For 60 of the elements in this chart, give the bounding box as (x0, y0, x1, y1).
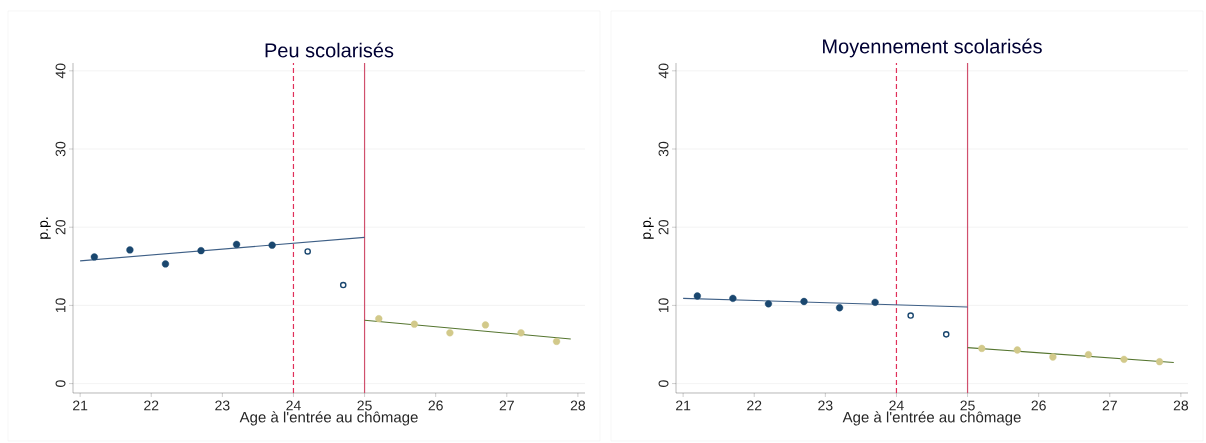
x-axis-title: Age à l'entrée au chômage (842, 411, 1021, 426)
x-tick-label: 23 (215, 400, 230, 411)
x-axis-title: Age à l'entrée au chômage (239, 411, 418, 426)
point (693, 292, 701, 300)
x-tick-label: 21 (73, 400, 88, 411)
point (339, 281, 347, 289)
chart-title: Moyennement scolarisés (823, 38, 1042, 58)
point (1155, 358, 1164, 366)
point (1049, 353, 1057, 361)
point (517, 329, 525, 337)
x-tick-label: 27 (1102, 400, 1117, 411)
point (1084, 351, 1093, 359)
point (197, 247, 205, 255)
point (942, 331, 950, 338)
y-tick-label: 30 (658, 141, 669, 157)
y-tick-label: 0 (55, 380, 66, 387)
x-tick-label: 28 (570, 400, 586, 411)
y-tick-label: 40 (658, 63, 669, 79)
x-tick-label: 24 (889, 400, 904, 411)
point (871, 298, 879, 306)
point (161, 260, 170, 268)
point (410, 320, 418, 328)
point (126, 246, 134, 254)
x-tick-label: 21 (676, 400, 691, 411)
y-axis-title: p.p. (643, 217, 654, 239)
point (481, 321, 490, 329)
y-tick-label: 0 (658, 380, 669, 387)
point (1013, 346, 1021, 354)
x-tick-label: 22 (144, 400, 159, 411)
y-tick-label: 40 (55, 63, 66, 79)
y-tick-label: 10 (658, 298, 669, 313)
x-tick-label: 26 (428, 400, 443, 411)
y-tick-label: 20 (55, 219, 66, 235)
point (1120, 355, 1128, 363)
point (764, 300, 773, 308)
point (978, 344, 986, 353)
x-tick-label: 28 (1173, 400, 1189, 411)
y-tick-label: 30 (55, 141, 66, 157)
x-tick-label: 25 (357, 400, 372, 411)
point (232, 240, 241, 249)
point (552, 337, 561, 345)
x-tick-label: 23 (818, 400, 833, 411)
x-tick-label: 26 (1031, 400, 1046, 411)
y-axis-title: p.p. (40, 217, 51, 239)
x-tick-label: 27 (499, 400, 514, 411)
point (446, 329, 454, 337)
x-tick-label: 22 (747, 400, 762, 411)
y-tick-label: 10 (55, 298, 66, 313)
x-tick-label: 25 (960, 400, 975, 411)
point (907, 312, 914, 319)
point (304, 248, 311, 255)
point (90, 253, 98, 261)
point (268, 241, 276, 249)
chart-title: Peu scolarisés (265, 42, 394, 58)
point (800, 297, 808, 306)
y-tick-label: 20 (658, 219, 669, 235)
point (375, 315, 383, 323)
point (835, 304, 844, 312)
point (729, 294, 737, 302)
x-tick-label: 24 (286, 400, 301, 411)
